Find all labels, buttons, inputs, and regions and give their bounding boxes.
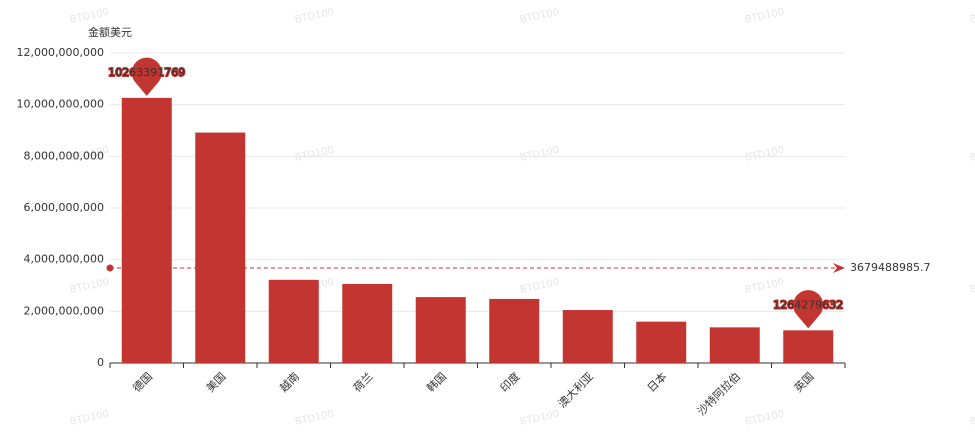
- pin: [793, 290, 824, 329]
- bar: [121, 97, 172, 364]
- x-tick-label: 德国: [130, 369, 155, 394]
- bar: [709, 327, 760, 363]
- watermark: BTD100: [519, 7, 560, 26]
- y-tick-label: 2,000,000,000: [24, 304, 104, 317]
- bar: [195, 132, 246, 363]
- y-tick-label: 6,000,000,000: [24, 201, 104, 214]
- watermark: BTD100: [69, 409, 110, 428]
- watermark: BTD100: [294, 409, 335, 428]
- watermark: BTD100: [69, 7, 110, 26]
- watermark: BTD100: [519, 145, 560, 164]
- watermark: BTD100: [744, 409, 785, 428]
- y-axis-name: 金额美元: [88, 25, 132, 39]
- watermark: BTD100: [969, 7, 975, 26]
- x-tick-label: 沙特阿拉伯: [694, 369, 743, 418]
- bar: [415, 297, 466, 363]
- y-tick-label: 12,000,000,000: [17, 46, 104, 59]
- x-tick-label: 越南: [277, 369, 302, 394]
- bar: [489, 298, 540, 363]
- y-tick-label: 8,000,000,000: [24, 149, 104, 162]
- watermark: BTD100: [744, 145, 785, 164]
- y-tick-label: 4,000,000,000: [24, 253, 104, 266]
- bar: [562, 310, 613, 363]
- watermark: BTD100: [744, 277, 785, 296]
- watermark: BTD100: [519, 277, 560, 296]
- watermark: BTD100: [969, 277, 975, 296]
- x-tick-label: 澳大利亚: [555, 369, 596, 410]
- watermark: BTD100: [969, 145, 975, 164]
- watermark: BTD100: [519, 409, 560, 428]
- watermark: BTD100: [744, 7, 785, 26]
- mean-start: [106, 264, 114, 272]
- x-tick-label: 英国: [791, 369, 816, 394]
- mean-label: 3679488985.7: [850, 261, 930, 274]
- x-tick-label: 美国: [204, 370, 229, 395]
- watermark: BTD100: [969, 409, 975, 428]
- pin-label: 10263391769: [108, 66, 185, 79]
- y-tick-label: 0: [97, 356, 104, 369]
- x-tick-label: 印度: [497, 369, 522, 394]
- x-tick-label: 日本: [644, 369, 669, 394]
- watermark: BTD100: [294, 145, 335, 164]
- watermark: BTD100: [294, 7, 335, 26]
- bar: [342, 283, 393, 363]
- bar: [783, 330, 834, 363]
- x-tick-label: 荷兰: [351, 370, 376, 395]
- bar: [636, 321, 687, 363]
- mean-arrow: [833, 262, 845, 273]
- y-tick-label: 10,000,000,000: [17, 98, 104, 111]
- x-tick-label: 韩国: [424, 369, 449, 394]
- pin: [131, 57, 162, 96]
- pin-label: 1264279632: [773, 298, 843, 311]
- bar: [268, 279, 319, 363]
- watermark: BTD100: [69, 277, 110, 296]
